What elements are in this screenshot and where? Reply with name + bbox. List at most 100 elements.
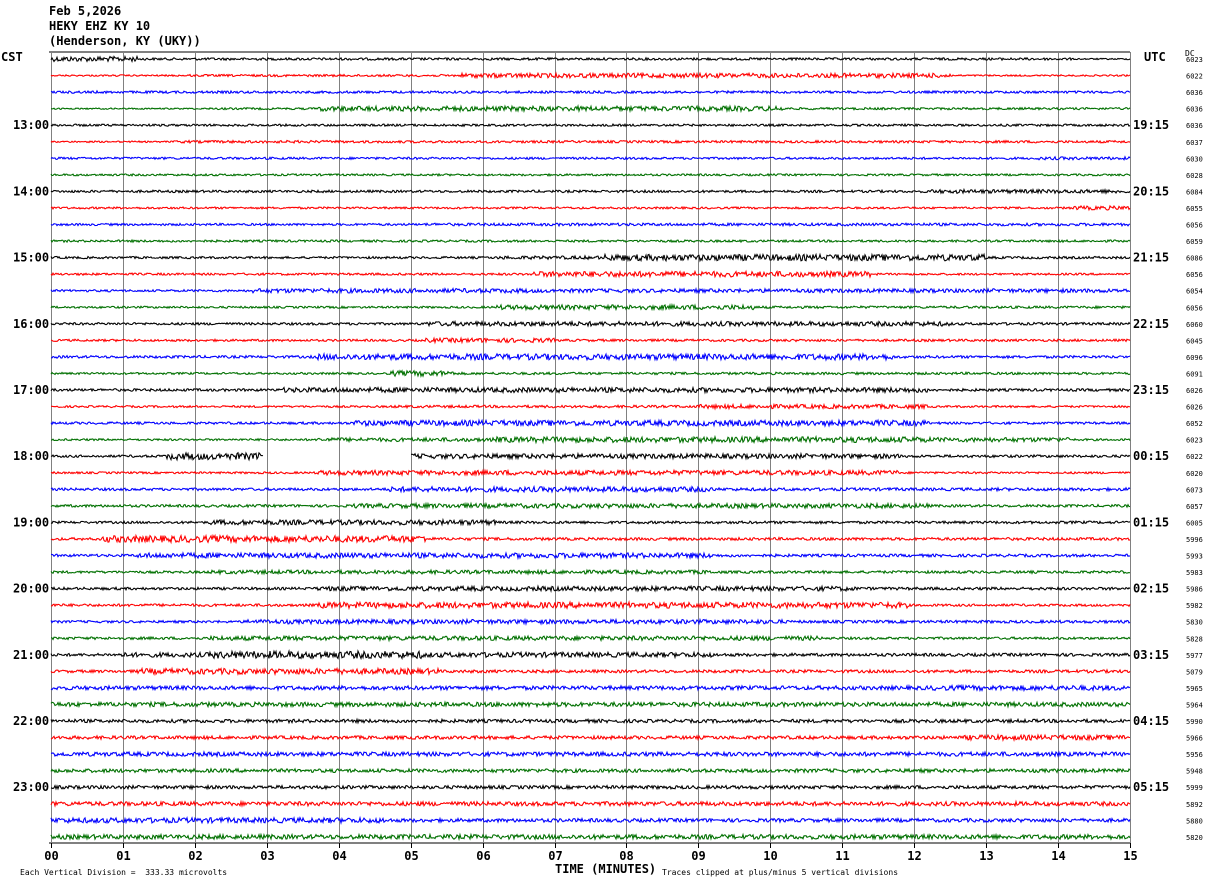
trace-row-0 (50, 54, 1131, 63)
trace-row-14 (50, 286, 1131, 295)
dc-offset-row-9: 6055 (1186, 205, 1203, 213)
trace-row-23 (50, 434, 1131, 445)
plot-location: (Henderson, KY (UKY)) (49, 34, 201, 48)
x-tick-label-06: 06 (476, 849, 490, 863)
trace-row-45 (50, 799, 1131, 808)
right-hour-label: 20:15 (1133, 184, 1169, 198)
dc-offset-row-36: 5977 (1186, 652, 1203, 660)
left-hour-label: 23:00 (13, 780, 49, 794)
right-hour-label: 03:15 (1133, 648, 1169, 662)
dc-offset-row-40: 5990 (1186, 718, 1203, 726)
x-tick-label-11: 11 (835, 849, 849, 863)
x-tick-label-08: 08 (619, 849, 633, 863)
dc-label: DC (1185, 49, 1195, 58)
dc-offset-row-21: 6026 (1186, 404, 1203, 412)
right-hour-label: 02:15 (1133, 582, 1169, 596)
trace-row-42 (50, 750, 1131, 759)
dc-offset-row-24: 6022 (1186, 453, 1203, 461)
trace-row-22 (50, 418, 1131, 429)
dc-offset-row-35: 5828 (1186, 635, 1203, 643)
trace-row-5 (50, 139, 1131, 145)
dc-offset-row-45: 5892 (1186, 801, 1203, 809)
trace-row-35 (50, 634, 1131, 643)
dc-offset-row-44: 5999 (1186, 784, 1203, 792)
dc-offset-row-8: 6084 (1186, 188, 1203, 196)
x-tick-label-02: 02 (188, 849, 202, 863)
trace-row-12 (50, 252, 1131, 263)
x-tick-label-01: 01 (116, 849, 130, 863)
trace-row-11 (50, 238, 1131, 244)
trace-row-7 (50, 172, 1131, 177)
left-hour-label: 22:00 (13, 714, 49, 728)
clip-note: Traces clipped at plus/minus 5 vertical … (662, 868, 899, 877)
x-tick-label-13: 13 (979, 849, 993, 863)
dc-offset-row-3: 6036 (1186, 106, 1203, 114)
plot-date: Feb 5,2026 (49, 4, 122, 18)
scale-note: Each Vertical Division = 333.33 microvol… (20, 868, 228, 877)
left-hour-label: 15:00 (13, 251, 49, 265)
left-hour-label: 20:00 (13, 582, 49, 596)
dc-offset-row-34: 5830 (1186, 619, 1203, 627)
trace-row-39 (50, 700, 1131, 709)
x-tick-label-04: 04 (332, 849, 346, 863)
trace-row-18 (50, 351, 1131, 362)
trace-row-20 (50, 385, 1131, 395)
dc-offset-row-23: 6023 (1186, 437, 1203, 445)
dc-offset-row-10: 6056 (1186, 222, 1203, 230)
trace-row-21 (50, 402, 1131, 411)
right-hour-label: 23:15 (1133, 383, 1169, 397)
trace-row-28 (50, 517, 1131, 527)
trace-row-8 (50, 187, 1131, 195)
trace-row-3 (50, 104, 1131, 114)
trace-row-24 (50, 451, 1131, 462)
trace-row-40 (50, 717, 1131, 725)
left-zone-label: CST (1, 50, 23, 64)
left-hour-label: 16:00 (13, 317, 49, 331)
dc-offset-row-32: 5986 (1186, 586, 1203, 594)
trace-row-10 (50, 221, 1131, 228)
trace-row-9 (50, 204, 1131, 212)
dc-offset-row-11: 6059 (1186, 238, 1203, 246)
dc-offset-row-17: 6045 (1186, 337, 1203, 345)
dc-offset-row-28: 6005 (1186, 519, 1203, 527)
x-tick-label-00: 00 (44, 849, 58, 863)
right-hour-label: 22:15 (1133, 317, 1169, 331)
left-hour-label: 19:00 (13, 515, 49, 529)
trace-row-34 (50, 617, 1131, 627)
trace-row-2 (50, 89, 1131, 95)
x-tick-label-12: 12 (907, 849, 921, 863)
dc-offset-row-25: 6020 (1186, 470, 1203, 478)
x-tick-label-14: 14 (1051, 849, 1065, 863)
trace-row-44 (50, 783, 1131, 791)
trace-row-17 (50, 336, 1131, 345)
trace-row-26 (50, 484, 1131, 494)
dc-offset-row-41: 5966 (1186, 735, 1203, 743)
x-tick-label-10: 10 (763, 849, 777, 863)
dc-offset-row-20: 6026 (1186, 387, 1203, 395)
dc-offset-row-13: 6056 (1186, 271, 1203, 279)
dc-offset-row-31: 5983 (1186, 569, 1203, 577)
dc-offset-row-5: 6037 (1186, 139, 1203, 147)
dc-offset-row-27: 6057 (1186, 503, 1203, 511)
right-hour-label: 04:15 (1133, 714, 1169, 728)
x-tick-label-09: 09 (691, 849, 705, 863)
dc-offset-row-29: 5996 (1186, 536, 1203, 544)
left-hour-label: 18:00 (13, 449, 49, 463)
trace-row-15 (50, 302, 1131, 312)
dc-offset-row-2: 6036 (1186, 89, 1203, 97)
dc-offset-row-42: 5956 (1186, 751, 1203, 759)
left-hour-label: 21:00 (13, 648, 49, 662)
dc-offset-row-47: 5820 (1186, 834, 1203, 842)
dc-offset-row-1: 6022 (1186, 73, 1203, 81)
trace-row-29 (50, 533, 1131, 545)
trace-row-30 (50, 551, 1131, 561)
trace-row-4 (50, 122, 1131, 128)
trace-row-16 (50, 319, 1131, 329)
trace-row-36 (50, 649, 1131, 661)
x-tick-label-15: 15 (1123, 849, 1137, 863)
trace-row-33 (50, 600, 1131, 611)
dc-offset-row-18: 6096 (1186, 354, 1203, 362)
trace-row-13 (50, 269, 1131, 279)
left-hour-label: 17:00 (13, 383, 49, 397)
left-hour-label: 13:00 (13, 118, 49, 132)
